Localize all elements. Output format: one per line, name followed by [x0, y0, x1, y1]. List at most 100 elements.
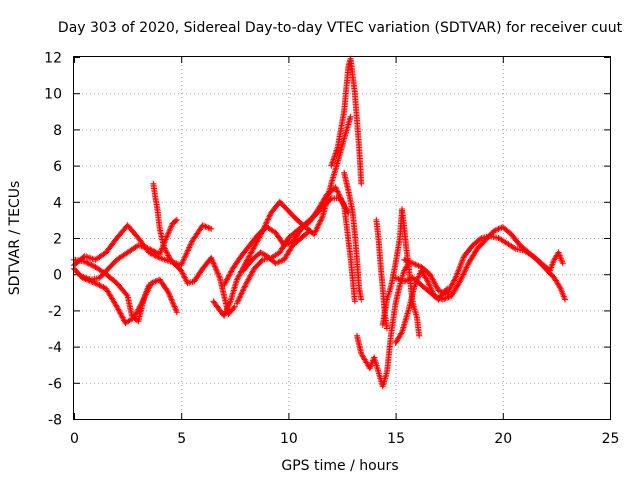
data-point [202, 223, 209, 230]
data-point [244, 278, 251, 284]
data-point [224, 275, 231, 282]
data-point [206, 225, 213, 232]
data-point [266, 212, 273, 219]
data-point [209, 257, 216, 264]
data-point [495, 225, 502, 232]
x-tick-label: 10 [280, 431, 298, 447]
data-point [222, 309, 229, 316]
data-point [398, 330, 405, 337]
data-point [234, 275, 241, 282]
data-point [201, 222, 208, 229]
data-point [249, 269, 255, 276]
data-point [398, 277, 405, 284]
data-point [416, 332, 423, 339]
data-point [236, 294, 243, 301]
data-point [165, 290, 172, 297]
y-axis-label: SDTVAR / TECUs [7, 181, 23, 296]
data-point [230, 305, 237, 311]
data-point [167, 295, 174, 301]
data-point [164, 288, 171, 294]
data-point [457, 277, 464, 283]
data-point [459, 272, 466, 279]
data-point [146, 245, 152, 252]
data-point [186, 243, 193, 249]
data-point [119, 314, 126, 321]
y-tick-label: 0 [53, 268, 62, 284]
data-point [235, 296, 242, 302]
y-tick-label: 4 [53, 195, 62, 211]
data-point [313, 227, 320, 234]
data-point [246, 275, 253, 282]
data-point [246, 252, 253, 259]
data-point [242, 282, 249, 289]
series-track-i [240, 227, 313, 274]
data-point [412, 261, 419, 268]
data-point [208, 254, 215, 261]
data-point [236, 272, 243, 279]
data-point [449, 281, 456, 288]
data-point [117, 310, 124, 317]
data-point [178, 262, 185, 269]
data-point [402, 277, 409, 284]
data-point [245, 276, 252, 283]
data-point [351, 298, 358, 305]
data-point [241, 283, 248, 290]
data-point [113, 303, 120, 310]
data-point [211, 262, 218, 268]
data-point [115, 306, 122, 313]
y-tick-label: 12 [44, 51, 62, 67]
data-point [314, 224, 321, 231]
x-tick-label: 25 [602, 431, 620, 447]
data-point [215, 272, 222, 278]
data-point [173, 309, 180, 316]
data-point [161, 245, 168, 252]
data-point [327, 196, 334, 203]
data-point [178, 267, 185, 274]
data-point [165, 289, 172, 296]
data-point [184, 247, 191, 254]
data-point [240, 286, 247, 293]
data-point [237, 293, 244, 300]
data-point [212, 264, 219, 271]
data-point [257, 249, 264, 256]
data-point [249, 248, 255, 255]
data-point [147, 246, 154, 253]
data-point [210, 259, 217, 266]
data-point [235, 297, 242, 304]
data-point [168, 296, 175, 303]
data-point [458, 274, 465, 281]
data-point [226, 272, 233, 279]
data-point [430, 278, 437, 284]
x-tick-label: 0 [70, 431, 79, 447]
data-point [167, 293, 174, 300]
data-point [477, 236, 484, 242]
data-point [100, 284, 107, 291]
data-point [396, 276, 403, 283]
data-point [265, 215, 272, 222]
data-point [425, 279, 432, 286]
x-tick-label: 15 [387, 431, 405, 447]
data-point [451, 276, 458, 283]
x-axis-label: GPS time / hours [281, 458, 398, 474]
y-tick-label: 8 [53, 123, 62, 139]
data-point [249, 268, 256, 275]
data-point [460, 270, 467, 277]
data-point [120, 316, 127, 322]
data-point [152, 278, 159, 285]
data-point [317, 217, 324, 224]
data-point [97, 283, 104, 289]
data-point [266, 213, 273, 220]
data-point [458, 275, 465, 282]
data-point [221, 312, 228, 319]
data-point [335, 191, 342, 198]
data-point [317, 218, 324, 225]
data-point [333, 185, 340, 192]
x-tick-label: 20 [494, 431, 512, 447]
data-point [462, 265, 469, 272]
data-point [318, 216, 325, 223]
data-point [316, 220, 323, 227]
data-point [559, 260, 566, 267]
data-point [406, 259, 413, 266]
data-point [426, 271, 433, 278]
